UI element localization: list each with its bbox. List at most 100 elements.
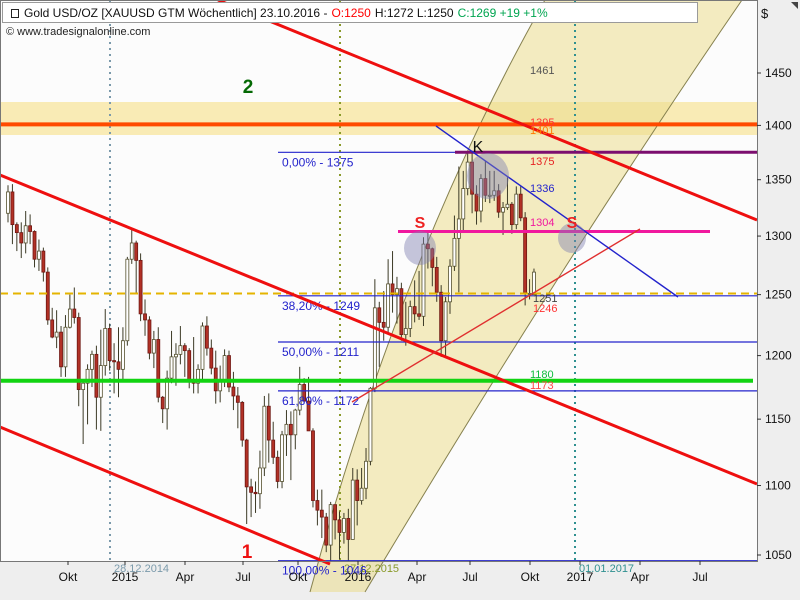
y-axis-tick-label: 1250 (765, 288, 792, 302)
copyright-text: © www.tradesignalonline.com (6, 26, 151, 38)
candle-body (315, 500, 320, 511)
x-axis-tick-label: 2017 (567, 570, 594, 584)
x-axis-tick-label: Jul (692, 570, 707, 584)
line-price-tag: 1180 (530, 369, 554, 381)
chart-title: Gold USD/OZ [XAUUSD GTM Wöchentlich] 23.… (24, 5, 328, 20)
candle-body (417, 313, 421, 317)
candle-body (10, 191, 15, 226)
candle-body (302, 384, 307, 402)
x-axis-tick-label: Okt (521, 570, 540, 584)
candle-body (258, 467, 262, 495)
candle-body (421, 243, 426, 317)
candle-body (492, 190, 497, 196)
candle-body (487, 194, 492, 197)
candle-body (377, 307, 382, 323)
candle-body (262, 405, 267, 469)
candle-body (483, 178, 488, 196)
wave-label-1: 1 (242, 542, 253, 563)
candle-body (350, 479, 355, 540)
candle-body (452, 237, 457, 267)
candle-body (456, 218, 461, 239)
line-price-tag: 1336 (530, 183, 554, 195)
candle-body (266, 405, 271, 441)
candle-body (448, 265, 452, 303)
candle-body (496, 190, 501, 213)
date-marker-2015-label: 27.12.2015 (344, 563, 399, 575)
candle-body (523, 217, 528, 294)
candle-body (505, 203, 510, 209)
candle-body (372, 307, 377, 389)
candle-body (474, 193, 479, 212)
x-axis-tick-label: Jul (462, 570, 477, 584)
candle-body (45, 271, 50, 321)
candle-body (509, 203, 514, 226)
candle-body (129, 242, 134, 260)
highlight-ellipse (404, 231, 436, 265)
candle-body (165, 377, 170, 410)
fib-level-label: 100,00% - 1046 (282, 564, 367, 578)
candle-body (306, 400, 311, 432)
candle-body (32, 231, 37, 260)
line-price-tag: 1251 (533, 293, 557, 305)
red-downtrend-upper (217, 0, 758, 222)
candle-body (346, 518, 351, 540)
line-price-tag: 1461 (530, 65, 554, 77)
candle-body (204, 325, 209, 349)
candle-body (324, 516, 329, 546)
candle-body (514, 193, 519, 226)
scroll-corner-icon[interactable] (791, 2, 798, 9)
candle-body (72, 308, 77, 318)
x-axis-tick-label: 2016 (345, 570, 372, 584)
candle-body (470, 161, 475, 195)
candle-body (37, 250, 41, 260)
x-axis-tick-label: 2015 (112, 570, 139, 584)
date-marker-2017-label: 01.01.2017 (579, 563, 634, 575)
candle-body (187, 350, 192, 383)
candle-body (59, 331, 63, 368)
candle-body (337, 519, 342, 533)
candle-body (368, 387, 373, 462)
candle-body (280, 434, 284, 482)
candle-body (288, 423, 293, 436)
wave-label-k: K (473, 139, 484, 156)
candle-body (23, 225, 28, 244)
date-marker-2014-label: 28.12.2014 (114, 563, 169, 575)
candle-body (275, 456, 280, 482)
wave-label-s: S (415, 215, 426, 232)
line-price-tag: 1304 (530, 217, 554, 229)
line-price-tag: 1173 (530, 380, 554, 392)
candle-body (399, 288, 404, 335)
fib-level-label: 50,00% - 1211 (282, 345, 359, 359)
trend-channel-left-edge (309, 0, 546, 593)
candle-body (249, 486, 254, 493)
candle-body (355, 479, 360, 501)
x-axis-tick-label: Apr (631, 570, 650, 584)
candle-body (116, 361, 121, 370)
candle-body (209, 347, 214, 369)
fib-level-label: 0,00% - 1375 (282, 155, 354, 169)
candle-body (85, 368, 90, 384)
candle-body (297, 384, 302, 411)
candle-body (465, 161, 470, 189)
candle-body (28, 225, 33, 232)
candle-body (430, 248, 435, 268)
line-price-tag: 1395 (530, 117, 554, 129)
candle-body (103, 328, 108, 366)
candle-body (271, 439, 276, 458)
candle-body (311, 430, 315, 501)
line-price-tag: 1246 (533, 303, 557, 315)
candle-body (359, 487, 364, 501)
candle-body (6, 191, 10, 214)
candle-body (501, 207, 505, 213)
x-axis-tick-label: Apr (408, 570, 427, 584)
candle-body (443, 301, 448, 342)
x-axis-tick-label: Jul (235, 570, 250, 584)
candle-body (169, 356, 174, 379)
candle-body (253, 491, 258, 495)
candle-body (235, 395, 240, 403)
candle-body (244, 439, 249, 488)
candle-body (156, 339, 161, 398)
wave-label-s: S (567, 215, 578, 232)
candle-body (293, 409, 298, 436)
